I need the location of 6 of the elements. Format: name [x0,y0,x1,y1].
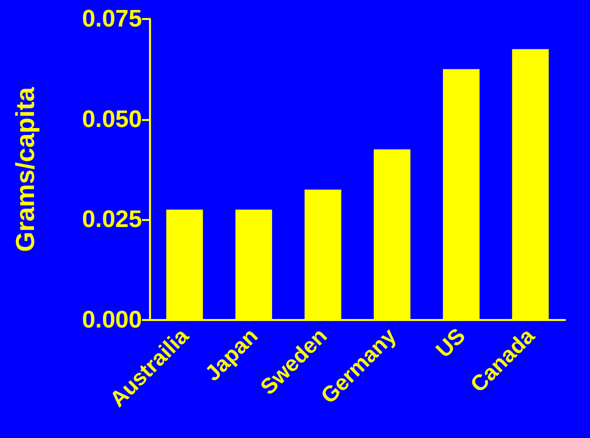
y-axis-title: Grams/capita [10,86,40,252]
y-tick-label: 0.025 [82,206,142,234]
y-tick-label: 0.000 [82,306,142,334]
x-tick-label: US [430,323,470,362]
y-tick-label: 0.050 [82,106,142,133]
y-tick-label: 0.075 [82,6,142,32]
